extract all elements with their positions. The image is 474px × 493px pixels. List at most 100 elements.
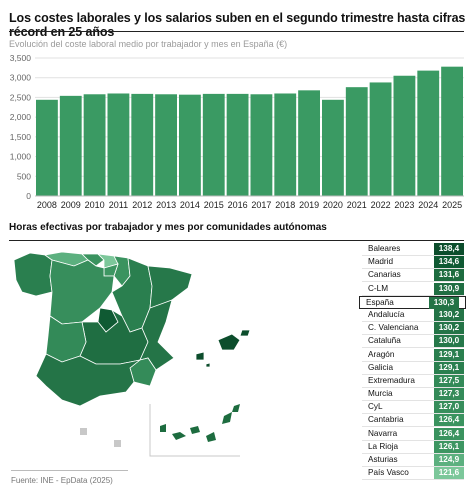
ranking-row: Navarra 126,4 (362, 427, 464, 441)
map-region-baleares-mallorca (217, 333, 241, 351)
region-name: España (366, 297, 394, 307)
bar-2011 (107, 93, 130, 196)
region-value: 131,6 (434, 269, 464, 282)
ranking-row: Baleares 138,4 (362, 243, 464, 256)
x-tick-label: 2017 (251, 200, 271, 210)
region-name: Asturias (368, 455, 398, 464)
bar-2022 (369, 82, 392, 196)
bar-2018 (274, 93, 297, 196)
title-divider (9, 31, 464, 32)
x-tick-label: 2021 (347, 200, 367, 210)
x-tick-label: 2014 (180, 200, 200, 210)
bar-2016 (226, 93, 249, 196)
bar-2015 (202, 93, 225, 196)
bar-2024 (417, 70, 440, 196)
x-tick-label: 2022 (371, 200, 391, 210)
bar-2013 (155, 94, 177, 196)
ranking-row: País Vasco 121,6 (362, 467, 464, 481)
y-tick-label: 1,000 (10, 152, 32, 162)
y-tick-label: 2,000 (10, 112, 32, 122)
region-name: Cataluña (368, 336, 401, 346)
map-region-ceuta (80, 428, 87, 435)
region-value: 130,3 (429, 296, 459, 309)
region-name: Galicia (368, 362, 394, 372)
region-name: Cantabria (368, 415, 404, 425)
map-region-cantabria (81, 253, 105, 267)
ranking-row: C-LM 130,9 (362, 282, 464, 296)
x-tick-label: 2012 (132, 200, 152, 210)
x-tick-label: 2009 (61, 200, 81, 210)
region-value: 129,1 (434, 361, 464, 374)
region-value: 126,1 (434, 440, 464, 453)
region-name: C. Valenciana (368, 323, 419, 333)
map-title: Horas efectivas por trabajador y mes por… (9, 222, 327, 233)
region-value: 130,2 (434, 308, 464, 321)
bar-2020 (322, 99, 344, 196)
region-name: CyL (368, 402, 383, 412)
map-region-melilla (114, 440, 121, 447)
source-divider (11, 470, 128, 471)
region-ranking: Baleares 138,4 Madrid 134,6 Canarias 131,6 C-L… (359, 243, 466, 481)
x-tick-label: 2011 (109, 200, 128, 210)
section-divider (9, 240, 464, 241)
region-value: 126,4 (434, 427, 464, 440)
x-tick-label: 2023 (394, 200, 414, 210)
bar-chart: 0 500 1,000 1,500 2,000 2,500 3,000 3,500 2008 20… (10, 53, 464, 210)
ranking-row: Madrid 134,6 (362, 256, 464, 270)
ranking-row: Asturias 124,9 (362, 454, 464, 467)
region-name: Navarra (368, 428, 398, 438)
ranking-row: Canarias 131,6 (362, 269, 464, 283)
region-name: Canarias (368, 270, 401, 280)
region-value: 127,0 (434, 401, 464, 414)
region-value: 130,2 (434, 322, 464, 335)
ranking-row: Murcia 127,3 (362, 388, 464, 402)
region-name: Aragón (368, 349, 395, 359)
bar-2012 (131, 93, 154, 196)
region-value: 126,4 (434, 414, 464, 427)
region-value: 138,4 (434, 243, 464, 255)
ranking-row: La Rioja 126,1 (362, 440, 464, 454)
y-tick-label: 2,500 (10, 92, 32, 102)
bar-2019 (298, 90, 320, 196)
region-name: C-LM (368, 283, 389, 293)
map-region-baleares-ibiza (195, 351, 205, 361)
bar-2009 (59, 95, 82, 196)
ranking-row: Aragón 129,1 (362, 348, 464, 362)
x-tick-label: 2013 (156, 200, 176, 210)
x-tick-label: 2024 (418, 200, 438, 210)
bar-2021 (345, 87, 368, 196)
ranking-row: Galicia 129,1 (362, 361, 464, 375)
region-name: Murcia (368, 389, 393, 399)
map-region-baleares-formentera (205, 362, 211, 368)
y-tick-label: 1,500 (10, 132, 32, 142)
ranking-row: CyL 127,0 (362, 401, 464, 415)
map-region-andalucia (35, 353, 141, 407)
ranking-row: Cantabria 126,4 (362, 414, 464, 428)
bar-2008 (36, 99, 58, 196)
map-region-canarias-5 (222, 412, 232, 424)
x-tick-label: 2015 (204, 200, 224, 210)
region-name: Baleares (368, 244, 401, 253)
region-name: La Rioja (368, 441, 399, 451)
bar-2017 (250, 94, 273, 196)
page-title: Los costes laborales y los salarios sube… (9, 11, 466, 39)
x-tick-label: 2019 (299, 200, 319, 210)
region-value: 121,6 (434, 467, 464, 480)
x-tick-label: 2008 (37, 200, 57, 210)
source-note: Fuente: INE - EpData (2025) (11, 476, 113, 485)
region-value: 134,6 (434, 256, 464, 269)
region-name: Madrid (368, 257, 394, 267)
region-value: 127,5 (434, 374, 464, 387)
map-region-canarias-1 (160, 424, 166, 432)
map-region-canarias-6 (232, 404, 240, 412)
region-name: Extremadura (368, 375, 415, 385)
bar-2023 (393, 75, 416, 196)
bar-2010 (83, 94, 106, 196)
ranking-row: C. Valenciana 130,2 (362, 322, 464, 336)
region-name: País Vasco (368, 468, 409, 478)
region-value: 127,3 (434, 388, 464, 401)
x-tick-label: 2016 (228, 200, 248, 210)
x-tick-label: 2020 (323, 200, 343, 210)
y-tick-label: 0 (26, 191, 31, 201)
canarias-inset-frame (149, 404, 240, 457)
